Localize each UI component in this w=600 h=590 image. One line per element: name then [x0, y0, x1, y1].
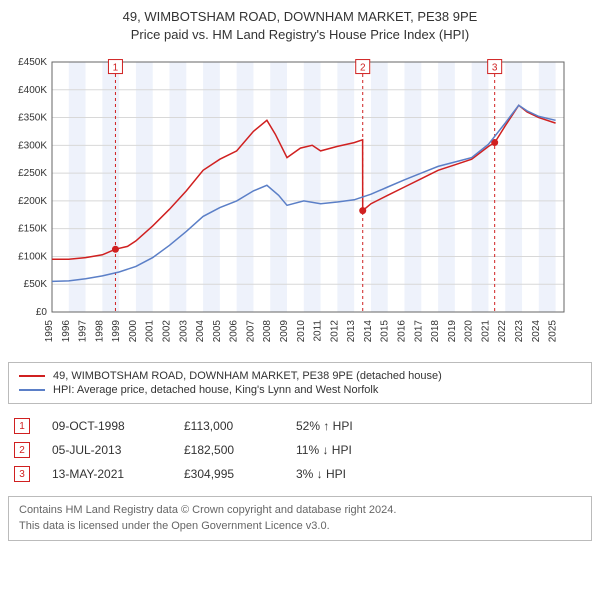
sale-row-marker: 3: [14, 466, 30, 482]
x-tick-label: 2021: [480, 320, 491, 343]
x-tick-label: 2017: [413, 320, 424, 343]
sale-price: £182,500: [184, 443, 274, 457]
x-tick-label: 2010: [296, 320, 307, 343]
sale-hpi-delta: 11% ↓ HPI: [296, 443, 416, 457]
y-tick-label: £0: [36, 307, 48, 318]
grid-band: [170, 62, 187, 312]
grid-band: [539, 62, 556, 312]
y-tick-label: £350K: [18, 113, 47, 124]
footer-line-1: Contains HM Land Registry data © Crown c…: [19, 503, 581, 518]
sale-row-marker: 1: [14, 418, 30, 434]
y-tick-label: £250K: [18, 168, 47, 179]
x-tick-label: 2025: [548, 320, 559, 343]
chart-title-block: 49, WIMBOTSHAM ROAD, DOWNHAM MARKET, PE3…: [8, 8, 592, 44]
sale-marker-number: 1: [113, 63, 119, 74]
title-line-1: 49, WIMBOTSHAM ROAD, DOWNHAM MARKET, PE3…: [8, 8, 592, 26]
x-tick-label: 1998: [94, 320, 105, 343]
x-tick-label: 2014: [363, 320, 374, 343]
y-tick-label: £50K: [24, 280, 48, 291]
legend-item: HPI: Average price, detached house, King…: [19, 383, 581, 397]
x-tick-label: 2004: [195, 320, 206, 343]
x-tick-label: 2012: [329, 320, 340, 343]
x-tick-label: 1996: [61, 320, 72, 343]
legend-swatch: [19, 389, 45, 391]
x-tick-label: 2001: [145, 320, 156, 343]
x-tick-label: 1995: [44, 320, 55, 343]
sale-marker-number: 3: [492, 63, 498, 74]
x-tick-label: 2008: [262, 320, 273, 343]
sale-date: 09-OCT-1998: [52, 419, 162, 433]
legend-swatch: [19, 375, 45, 377]
x-tick-label: 2020: [464, 320, 475, 343]
sale-price: £304,995: [184, 467, 274, 481]
x-tick-label: 2003: [178, 320, 189, 343]
sale-row: 1 09-OCT-1998 £113,000 52% ↑ HPI: [8, 414, 592, 438]
price-chart: £0 £50K £100K £150K £200K £250K £300K £350K £400…: [8, 52, 568, 352]
grid-band: [237, 62, 254, 312]
x-tick-label: 2019: [447, 320, 458, 343]
x-tick-label: 2000: [128, 320, 139, 343]
x-tick-label: 2013: [346, 320, 357, 343]
grid-band: [136, 62, 153, 312]
grid-band: [270, 62, 287, 312]
x-tick-label: 2016: [397, 320, 408, 343]
x-tick-label: 2007: [245, 320, 256, 343]
grid-band: [371, 62, 388, 312]
grid-band: [304, 62, 321, 312]
grid-band: [472, 62, 489, 312]
y-tick-label: £100K: [18, 252, 47, 263]
title-line-2: Price paid vs. HM Land Registry's House …: [8, 26, 592, 44]
grid-band: [69, 62, 86, 312]
x-tick-label: 2005: [212, 320, 223, 343]
legend-label: HPI: Average price, detached house, King…: [53, 384, 378, 396]
chart-container: £0 £50K £100K £150K £200K £250K £300K £350K £400…: [8, 52, 592, 352]
sale-row-marker: 2: [14, 442, 30, 458]
y-tick-label: £450K: [18, 57, 47, 68]
x-tick-label: 1999: [111, 320, 122, 343]
x-tick-label: 2023: [514, 320, 525, 343]
sale-row: 2 05-JUL-2013 £182,500 11% ↓ HPI: [8, 438, 592, 462]
sale-hpi-delta: 52% ↑ HPI: [296, 419, 416, 433]
x-tick-label: 1997: [78, 320, 89, 343]
y-tick-label: £400K: [18, 85, 47, 96]
sale-date: 13-MAY-2021: [52, 467, 162, 481]
y-tick-label: £150K: [18, 224, 47, 235]
x-tick-label: 2009: [279, 320, 290, 343]
x-tick-label: 2015: [380, 320, 391, 343]
legend-label: 49, WIMBOTSHAM ROAD, DOWNHAM MARKET, PE3…: [53, 370, 442, 382]
sale-price: £113,000: [184, 419, 274, 433]
y-tick-label: £300K: [18, 141, 47, 152]
x-tick-label: 2018: [430, 320, 441, 343]
grid-band: [505, 62, 522, 312]
sale-marker-number: 2: [360, 63, 366, 74]
grid-band: [203, 62, 220, 312]
x-tick-label: 2002: [162, 320, 173, 343]
footer-line-2: This data is licensed under the Open Gov…: [19, 519, 581, 534]
legend: 49, WIMBOTSHAM ROAD, DOWNHAM MARKET, PE3…: [8, 362, 592, 404]
x-tick-label: 2024: [531, 320, 542, 343]
sale-date: 05-JUL-2013: [52, 443, 162, 457]
attribution-footer: Contains HM Land Registry data © Crown c…: [8, 496, 592, 541]
x-tick-label: 2006: [229, 320, 240, 343]
y-tick-label: £200K: [18, 196, 47, 207]
sale-hpi-delta: 3% ↓ HPI: [296, 467, 416, 481]
legend-item: 49, WIMBOTSHAM ROAD, DOWNHAM MARKET, PE3…: [19, 369, 581, 383]
sales-table: 1 09-OCT-1998 £113,000 52% ↑ HPI 2 05-JUL-201…: [8, 414, 592, 486]
x-tick-label: 2022: [497, 320, 508, 343]
x-tick-label: 2011: [313, 320, 324, 342]
grid-band: [337, 62, 354, 312]
sale-row: 3 13-MAY-2021 £304,995 3% ↓ HPI: [8, 462, 592, 486]
grid-band: [405, 62, 422, 312]
grid-band: [438, 62, 455, 312]
